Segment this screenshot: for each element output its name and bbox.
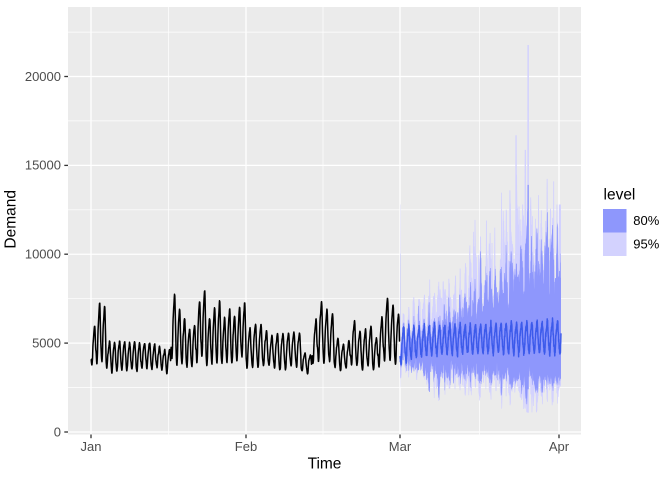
svg-text:95%: 95% [633,237,659,252]
svg-text:10000: 10000 [25,247,61,262]
svg-text:Apr: Apr [549,439,570,454]
svg-text:15000: 15000 [25,158,61,173]
svg-text:Demand: Demand [2,190,19,249]
svg-text:0: 0 [54,424,61,439]
svg-text:5000: 5000 [32,335,61,350]
svg-text:Mar: Mar [389,439,412,454]
svg-text:Feb: Feb [235,439,257,454]
svg-text:20000: 20000 [25,69,61,84]
svg-text:Jan: Jan [81,439,102,454]
svg-text:Time: Time [308,456,342,473]
svg-text:80%: 80% [633,213,659,228]
svg-text:level: level [604,187,636,204]
